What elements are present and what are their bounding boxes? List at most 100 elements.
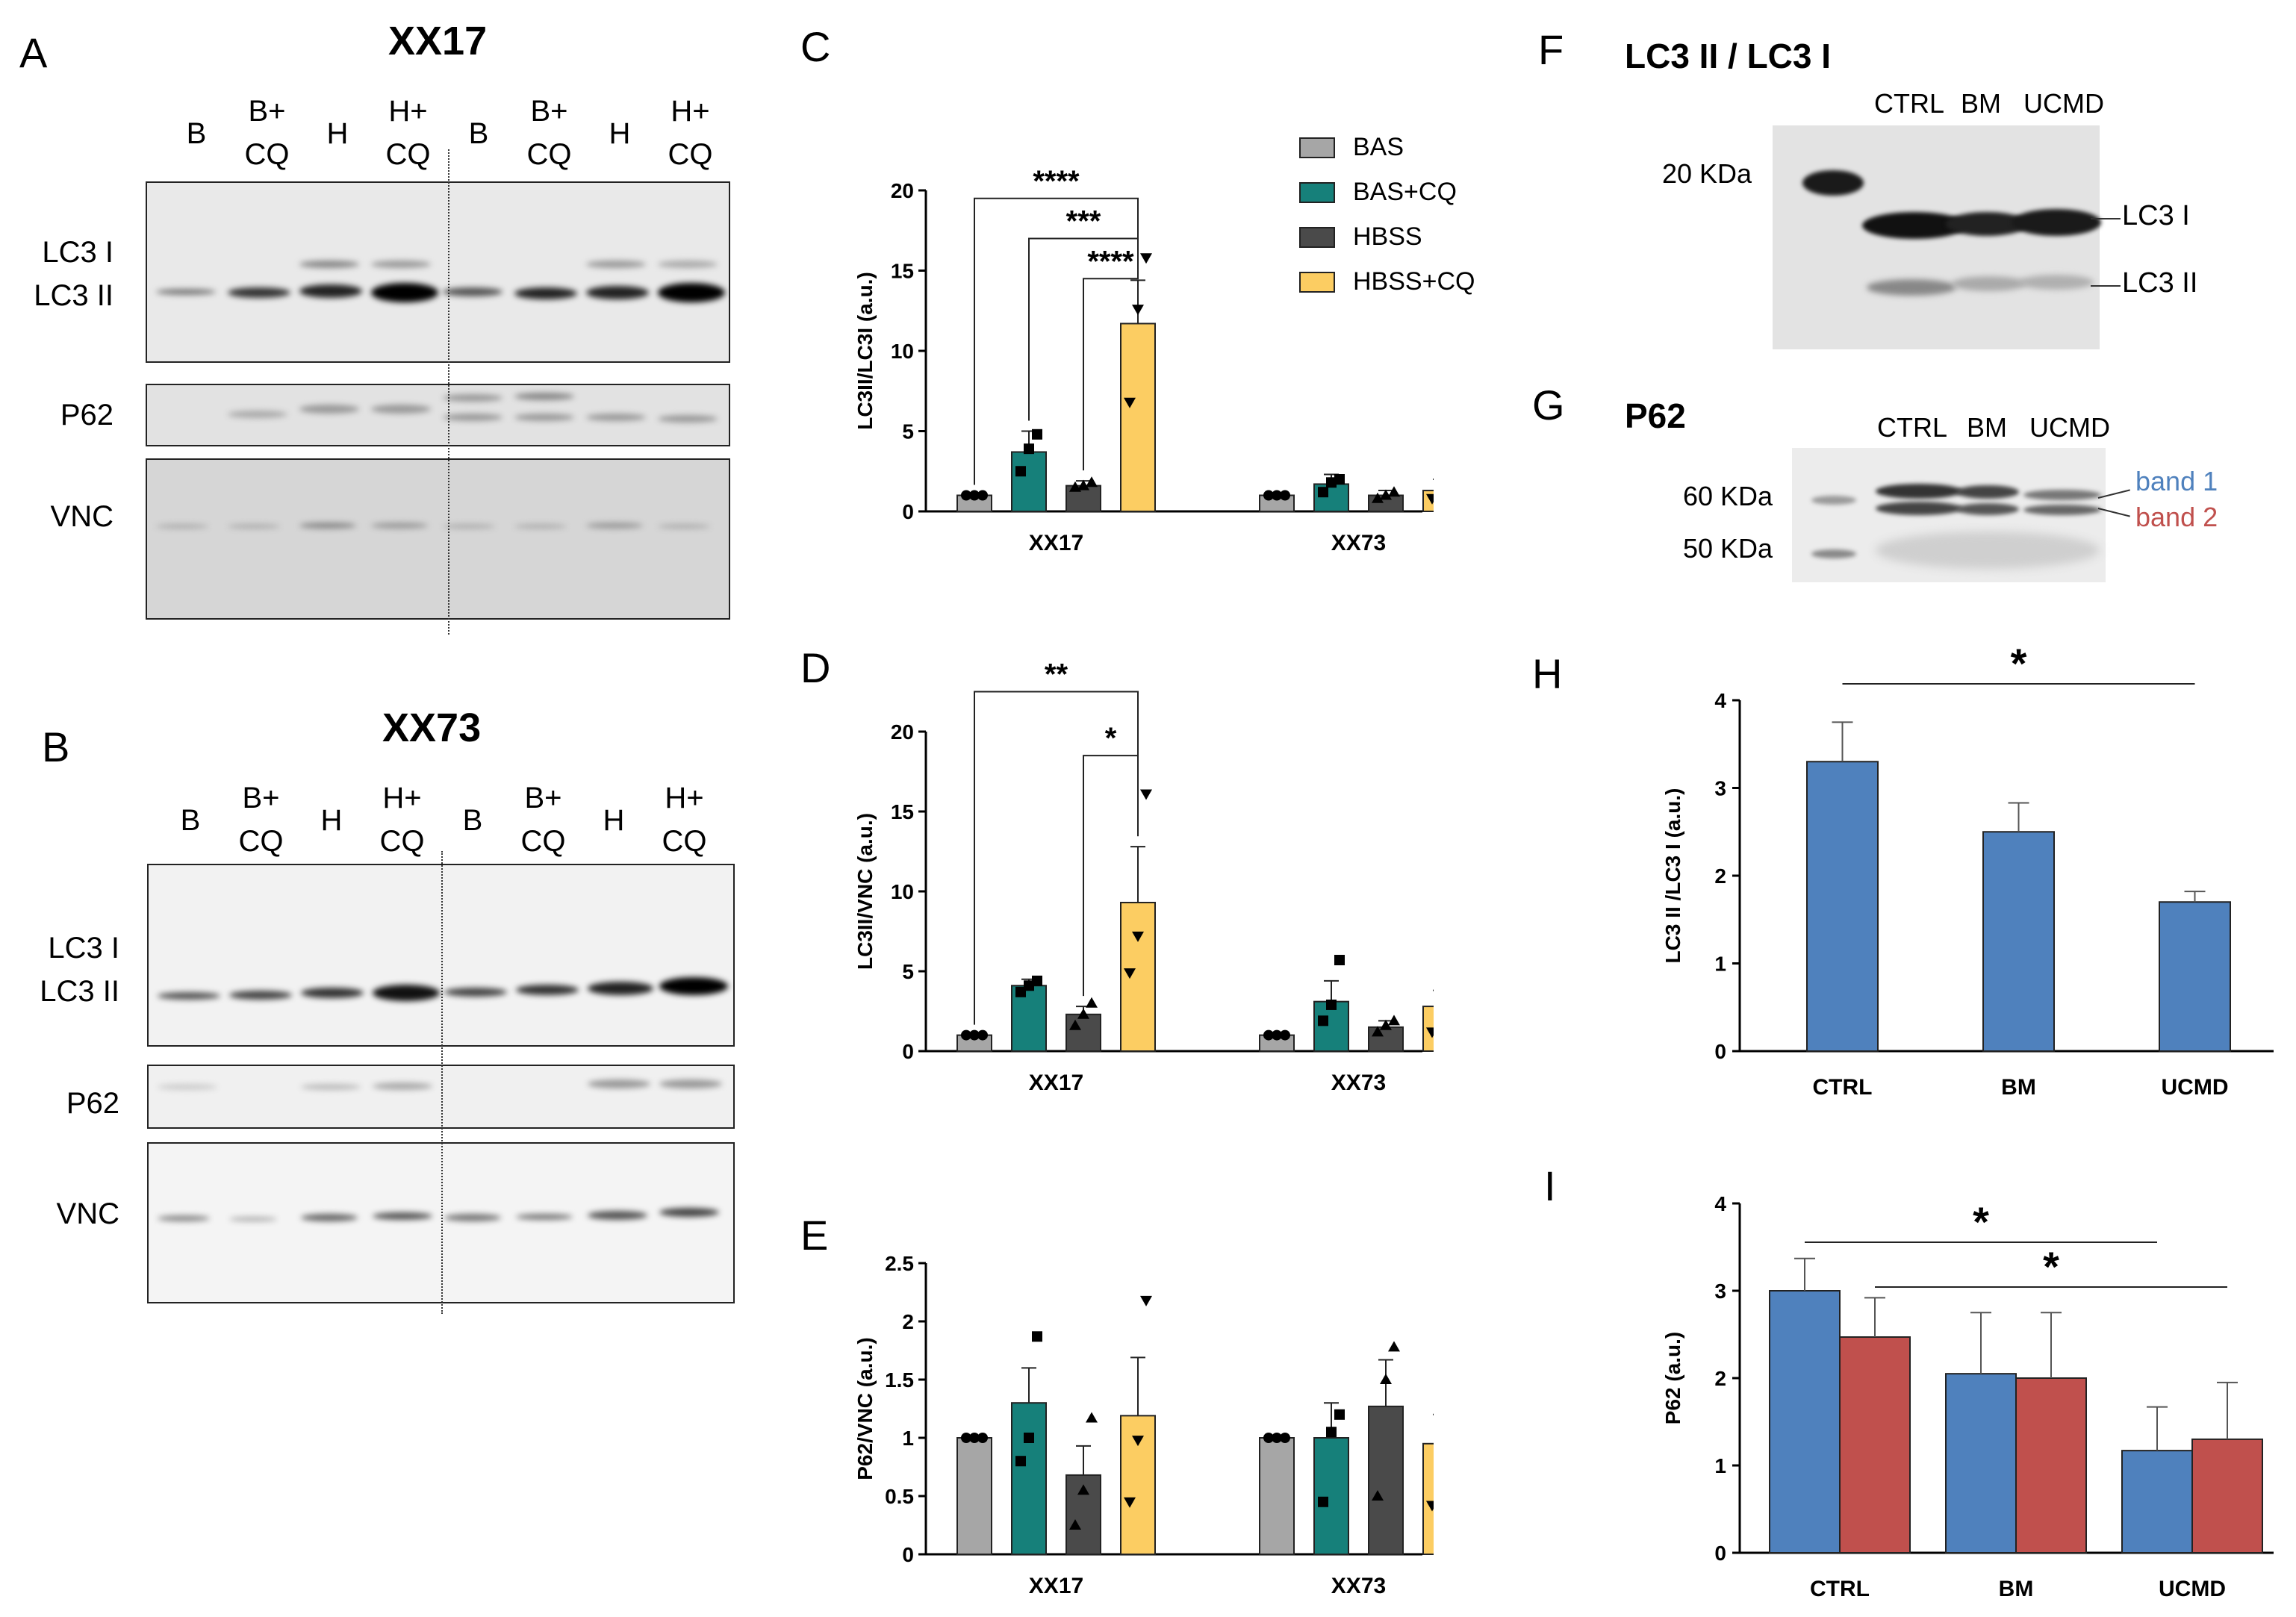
data-point <box>1132 305 1144 316</box>
x-category-label: XX17 <box>1029 531 1083 555</box>
data-point <box>969 1029 980 1041</box>
x-category-label: XX73 <box>1331 1574 1386 1598</box>
legend-label-2: HBSS <box>1353 222 1422 251</box>
chart-e: 0 0.5 1 1.5 2 2.5 P62/VNC (a.u.) XX17 XX73 <box>853 1252 1434 1598</box>
data-point <box>1318 487 1328 498</box>
data-point <box>1318 1015 1328 1026</box>
legend-label-3: HBSS+CQ <box>1353 267 1475 296</box>
data-point <box>1140 253 1152 264</box>
blot-band <box>659 1079 722 1088</box>
blot-a-lc3 <box>146 181 730 363</box>
blot-g-lane-ucmd: UCMD <box>2029 412 2110 443</box>
bar-E-XX73-BAS <box>1259 1437 1295 1555</box>
data-point <box>1272 1029 1282 1041</box>
blot-a-row-p62: P62 <box>60 399 113 431</box>
bar-D-XX17-HBSS <box>1065 1013 1101 1052</box>
blotB-lane-1: B+ CQ <box>238 782 284 858</box>
blot-g-lane-bm: BM <box>1967 412 2007 443</box>
y-tick-label: 1 <box>902 1427 914 1450</box>
y-tick-label: 0 <box>902 1040 914 1063</box>
blot-band <box>371 283 438 302</box>
data-point <box>1024 443 1034 455</box>
blot-f-image <box>1773 125 2101 349</box>
legend-swatch-2 <box>1299 227 1335 248</box>
panel-label-e: E <box>800 1212 829 1259</box>
blot-band <box>516 985 579 995</box>
blot-g-image <box>1792 448 2106 582</box>
blot-band <box>228 411 287 418</box>
y-tick-label: 0 <box>1714 1542 1726 1565</box>
blot-g-band2-ucmd <box>2023 505 2101 515</box>
bar-C-XX17-BAS+CQ <box>1011 451 1047 513</box>
panel-label-f: F <box>1538 26 1564 73</box>
blot-band <box>443 287 503 296</box>
blot-band <box>299 523 356 529</box>
blotB-lane-3: H+ CQ <box>379 782 425 858</box>
blot-f-lc3i-ucmd <box>2012 209 2101 236</box>
blot-f-lc3ii-label: LC3 II <box>2122 267 2198 299</box>
data-point <box>1132 931 1144 942</box>
panel-label-h: H <box>1532 650 1563 697</box>
blot-band <box>588 1079 650 1088</box>
blot-band <box>659 977 728 995</box>
blot-f-lc3ii-bm <box>1952 276 2026 291</box>
data-point <box>977 1029 988 1041</box>
data-point <box>1372 1490 1384 1501</box>
blot-band <box>588 982 653 995</box>
panel-label-i: I <box>1544 1162 1556 1209</box>
y-tick-label: 0.5 <box>885 1485 914 1508</box>
blot-b-vnc <box>147 1142 735 1303</box>
data-point <box>1280 490 1290 501</box>
significance-label: ** <box>1045 658 1068 691</box>
y-tick-label: 15 <box>891 260 914 283</box>
blot-g-ladder-60 <box>1811 496 1856 505</box>
y-tick-label: 3 <box>1714 1280 1726 1303</box>
bar-E-XX73-HBSS+CQ <box>1422 1442 1434 1555</box>
blotA-lane-7: H+ CQ <box>668 95 713 171</box>
data-point <box>1086 997 1098 1008</box>
blotB-lane-5: B+ CQ <box>520 782 566 858</box>
blot-a-vnc <box>146 458 730 620</box>
blot-band <box>658 261 718 268</box>
significance-label: *** <box>1066 205 1101 238</box>
blot-band <box>373 1212 432 1220</box>
data-point <box>1140 1295 1152 1306</box>
blot-g-band1-ucmd <box>2023 490 2101 500</box>
y-tick-label: 1 <box>1714 1454 1726 1477</box>
bar-I-BM-band 1 <box>1945 1373 2017 1554</box>
y-tick-label: 2 <box>902 1310 914 1333</box>
y-tick-label: 2 <box>1714 1367 1726 1390</box>
significance-label: * <box>1105 722 1117 755</box>
y-tick-label: 15 <box>891 800 914 823</box>
blotA-lane-0: B <box>186 117 207 150</box>
blot-b-row-lc3i: LC3 I <box>48 932 119 965</box>
data-point <box>1388 1341 1400 1352</box>
x-category-label: XX73 <box>1331 531 1386 555</box>
blot-g-band2-ctrl <box>1876 502 1962 515</box>
data-point <box>1280 1433 1290 1443</box>
data-point <box>1334 474 1345 485</box>
y-axis-label: LC3 II /LC3 I (a.u.) <box>1661 788 1684 964</box>
data-point <box>1086 476 1098 487</box>
bar-I-CTRL-band 1 <box>1769 1290 1841 1554</box>
significance-bracket <box>1028 237 1139 421</box>
y-tick-label: 20 <box>891 179 914 202</box>
data-point <box>969 1433 980 1443</box>
blot-band <box>229 1217 277 1221</box>
blot-band <box>371 261 431 268</box>
blotB-lane-7: H+ CQ <box>662 782 707 858</box>
blotA-lane-3: H+ CQ <box>385 95 431 171</box>
blot-f-title: LC3 II / LC3 I <box>1625 37 1832 75</box>
bar-H-UCMD-LC3 II/LC3 I <box>2159 901 2231 1052</box>
blotB-lane-6: H <box>603 804 625 837</box>
blot-band <box>156 289 216 295</box>
blot-f-lc3ii-ctrl <box>1867 279 1956 296</box>
blotA-lane-6: H <box>609 117 631 150</box>
x-category-label: XX17 <box>1029 1071 1083 1095</box>
data-point <box>1124 397 1136 408</box>
data-point <box>969 490 980 501</box>
blot-g-lower-bands <box>1876 532 2100 569</box>
blot-g-band1-label: band 1 <box>2135 466 2218 496</box>
blotB-lane-4: B <box>462 804 483 837</box>
